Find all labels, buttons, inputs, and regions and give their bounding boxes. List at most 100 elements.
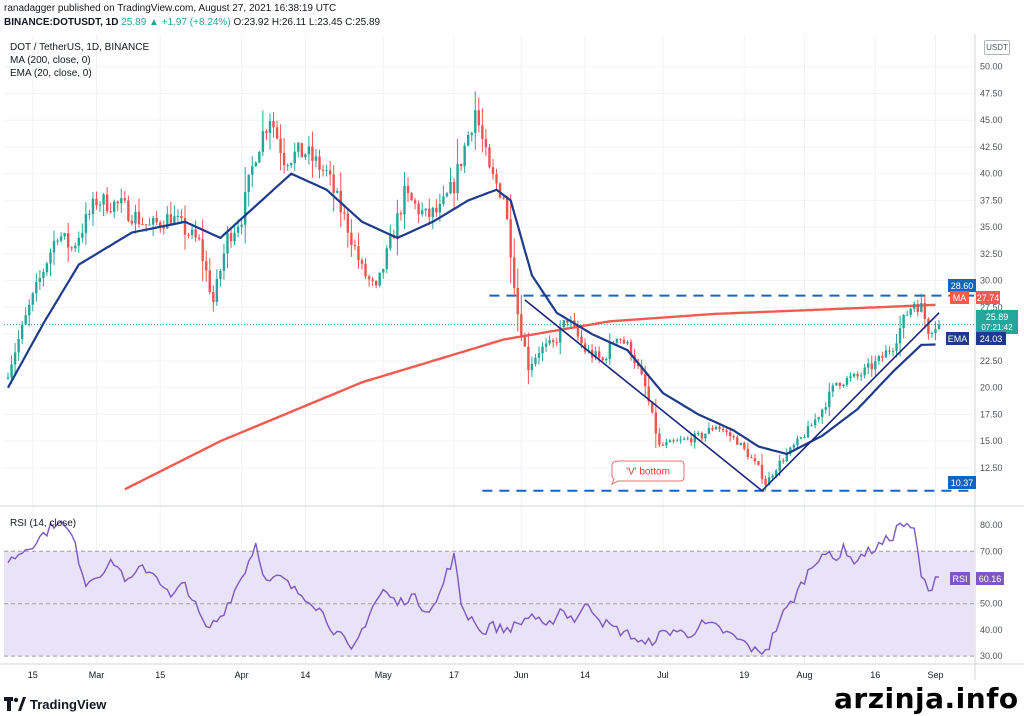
candle-body (438, 203, 442, 213)
candle-body (258, 151, 261, 163)
candle-body (406, 185, 410, 194)
candle (420, 202, 424, 217)
candle (314, 148, 318, 168)
candle (194, 220, 197, 242)
v-pattern-line (761, 312, 940, 492)
candle-body (757, 461, 760, 465)
candle (881, 351, 884, 362)
candle (544, 337, 548, 352)
candle-body (884, 350, 888, 358)
candle-body (261, 131, 265, 152)
candle (290, 162, 293, 168)
candle-body (874, 361, 877, 370)
candle-body (293, 151, 296, 164)
candle-body (155, 217, 158, 223)
candle-body (233, 232, 236, 242)
currency-badge[interactable]: USDT (984, 40, 1010, 55)
candle-body (477, 110, 481, 126)
candle-body (888, 350, 891, 352)
candle (513, 238, 516, 296)
candle (551, 338, 555, 348)
candle-body (520, 314, 523, 338)
candle-body (222, 253, 226, 271)
candle (240, 217, 243, 235)
candle-body (187, 234, 190, 236)
candle (707, 422, 711, 435)
candle (488, 143, 491, 169)
candle (902, 314, 905, 339)
candle (300, 142, 304, 158)
last-price-label: 25.89 (121, 17, 147, 28)
candle (743, 441, 746, 451)
candle-body (367, 276, 371, 280)
candle-body (813, 419, 817, 426)
candle (463, 142, 466, 174)
candle-body (346, 213, 350, 233)
candle-body (753, 458, 757, 462)
candle-body (651, 401, 654, 413)
candle (229, 229, 233, 248)
candle-body (470, 132, 473, 135)
candle (45, 261, 49, 276)
candle-body (806, 426, 810, 438)
candle (28, 299, 31, 327)
chart-title-legend[interactable]: DOT / TetherUS, 1D, BINANCE (10, 42, 150, 53)
x-tick-label: Jun (514, 670, 529, 680)
candle-body (357, 246, 360, 261)
candle (509, 194, 512, 284)
candle (413, 198, 417, 210)
candle-body (541, 346, 544, 354)
candle (84, 202, 88, 245)
candle-body (77, 237, 80, 246)
candle-body (300, 143, 304, 158)
candle (665, 438, 668, 449)
candle (318, 149, 321, 179)
candle-body (626, 341, 629, 344)
candle-body (789, 447, 792, 454)
candle (148, 217, 151, 226)
candle-body (658, 433, 661, 445)
ohlc-line: BINANCE:DOTUSDT, 1D 25.89 ▲ +1.97 (+8.24… (4, 17, 380, 28)
candle-body (456, 163, 459, 194)
symbol-label[interactable]: BINANCE:DOTUSDT, 1D (4, 17, 119, 28)
candle-body (52, 240, 56, 253)
candle-body (66, 233, 70, 248)
candle-body (420, 210, 424, 215)
candle-body (272, 121, 275, 128)
candle (750, 454, 753, 459)
candle-body (778, 460, 781, 471)
x-tick-label: Apr (235, 670, 249, 680)
candle-body (513, 257, 516, 288)
resistance-label-bg (948, 279, 976, 292)
tradingview-logo[interactable]: TradingView (4, 695, 106, 713)
candle-body (229, 233, 233, 242)
candle-body (771, 475, 774, 478)
candle-body (845, 377, 849, 385)
candle (821, 408, 824, 425)
chart-canvas[interactable]: 15 Mar 15 Apr 14 May 17 Jun 14 Jul 19 Aug 16 Sep 12.50… (0, 34, 1024, 680)
candle (654, 398, 658, 448)
v-bottom-callout[interactable]: 'V' bottom (611, 460, 685, 486)
candle (792, 443, 796, 450)
candle-body (410, 193, 413, 201)
candle (898, 315, 902, 357)
candle-body (236, 226, 240, 233)
callout-text: 'V' bottom (626, 467, 670, 478)
candle-body (10, 364, 13, 378)
candle (38, 270, 42, 291)
ma-legend[interactable]: MA (200, close, 0) (10, 55, 91, 66)
candle-body (909, 308, 912, 315)
rsi-legend[interactable]: RSI (14, close) (10, 518, 77, 529)
candle (297, 141, 300, 158)
ema-legend[interactable]: EMA (20, close, 0) (10, 68, 92, 79)
candle-body (828, 391, 831, 408)
x-tick-label: 17 (449, 670, 459, 680)
candle-body (109, 211, 112, 213)
y-tick-label: 42.50 (980, 142, 1003, 152)
candle (169, 201, 173, 226)
v-pattern-line (524, 299, 763, 492)
candle-body (697, 433, 700, 435)
candle (91, 191, 95, 226)
candle-body (551, 340, 555, 343)
candle-body (736, 437, 739, 445)
